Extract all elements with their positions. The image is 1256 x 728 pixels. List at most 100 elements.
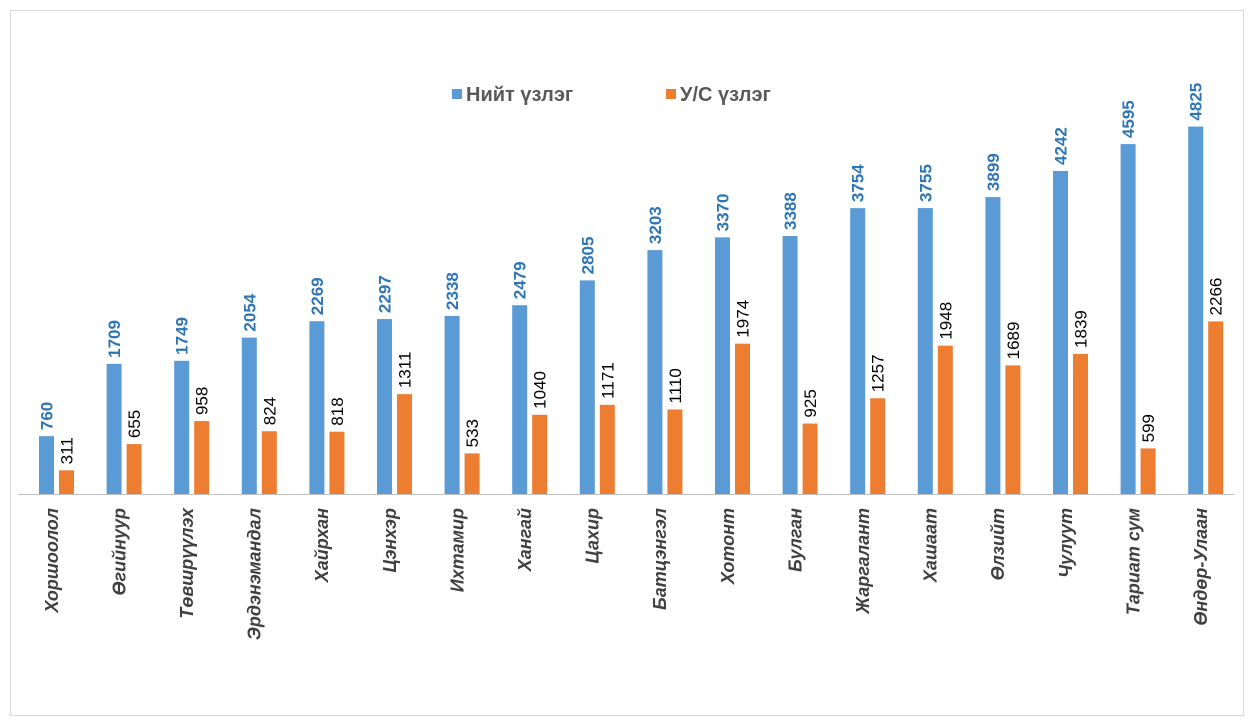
data-label-rs: 1689: [1004, 322, 1023, 360]
bar-rs: [1208, 321, 1224, 494]
data-label-rs: 533: [463, 419, 482, 447]
data-label-total: 2479: [511, 261, 530, 299]
data-label-total: 760: [38, 402, 57, 430]
data-label-total: 3754: [849, 164, 868, 202]
bar-rs: [194, 421, 210, 494]
data-label-total: 3388: [781, 192, 800, 230]
data-label-total: 4595: [1119, 100, 1138, 138]
bar-rs: [59, 470, 74, 494]
legend-total-swatch: [452, 89, 462, 99]
category-label: Хоршоолол: [42, 508, 62, 613]
category-label: Цахир: [583, 508, 603, 564]
bar-rs: [397, 394, 412, 494]
bar-rs: [329, 431, 345, 494]
bar-total: [309, 321, 325, 494]
data-label-rs: 1839: [1072, 310, 1091, 348]
category-label: Эрдэнэмандал: [245, 508, 265, 640]
bar-rs: [599, 404, 615, 494]
data-label-total: 3370: [714, 194, 733, 232]
category-label: Жаргалант: [853, 508, 873, 615]
data-label-rs: 2266: [1207, 278, 1226, 316]
legend: Нийт үзлэг У/С үзлэг: [452, 84, 771, 106]
data-label-rs: 925: [801, 389, 820, 417]
bar-rs: [532, 414, 548, 494]
bar-rs: [870, 398, 886, 494]
category-label: Булган: [785, 508, 805, 572]
bar-rs: [261, 431, 277, 494]
data-label-rs: 599: [1139, 414, 1158, 442]
bar-total: [985, 197, 1001, 494]
data-label-total: 3755: [916, 164, 935, 202]
bar-total: [377, 319, 392, 494]
bar-rs: [464, 453, 480, 494]
category-label: Хангай: [515, 508, 535, 572]
category-label: Хашаат: [921, 508, 941, 583]
data-label-total: 2054: [240, 293, 259, 331]
bar-rs: [802, 423, 818, 494]
bar-total: [174, 360, 190, 494]
bar-rs: [735, 343, 750, 494]
data-label-rs: 824: [260, 397, 279, 425]
category-label: Хотонт: [718, 508, 738, 585]
bar-rs: [1005, 365, 1021, 494]
category-label: Чулуут: [1056, 508, 1076, 578]
bar-rs: [937, 345, 953, 494]
data-label-rs: 1257: [869, 354, 888, 392]
bar-rs: [667, 409, 683, 494]
category-label: Хайрхан: [312, 508, 332, 583]
data-label-total: 4242: [1052, 127, 1071, 165]
data-label-rs: 655: [125, 410, 144, 438]
bar-total: [39, 436, 54, 494]
legend-total-label: Нийт үзлэг: [466, 84, 573, 106]
legend-rs-label: У/С үзлэг: [680, 84, 771, 106]
category-label: Өндөр-Улаан: [1191, 508, 1211, 626]
data-label-rs: 1948: [936, 302, 955, 340]
data-label-total: 3203: [646, 206, 665, 244]
data-label-rs: 1171: [598, 362, 617, 399]
legend-rs-swatch: [666, 89, 676, 99]
category-label: Өлзийт: [988, 508, 1008, 580]
category-label: Цэнхэр: [380, 508, 400, 573]
bar-total: [917, 208, 933, 495]
data-label-rs: 1974: [734, 300, 753, 338]
data-label-total: 2338: [443, 272, 462, 310]
data-label-rs: 1040: [531, 371, 550, 409]
category-label: Батцэнгэл: [650, 508, 670, 610]
data-label-rs: 1110: [666, 368, 685, 403]
data-label-rs: 818: [328, 397, 347, 425]
bar-total: [241, 337, 257, 494]
bar-rs: [1140, 448, 1156, 494]
data-label-total: 2297: [376, 275, 395, 313]
bar-total: [1120, 144, 1136, 495]
bar-total: [715, 237, 730, 494]
bar-total: [782, 235, 798, 494]
bar-total: [512, 305, 528, 494]
data-label-rs: 1311: [396, 352, 415, 389]
category-label: Төвшрүүлэх: [177, 507, 197, 619]
bar-total: [444, 315, 460, 494]
data-label-total: 2805: [578, 237, 597, 275]
data-label-rs: 958: [193, 387, 212, 415]
chart-frame: [10, 10, 1244, 716]
category-label: Өгийнуур: [109, 508, 129, 596]
data-label-total: 1749: [173, 317, 192, 355]
bar-rs: [126, 444, 142, 494]
bars: [39, 126, 1224, 495]
bar-rs: [1073, 353, 1088, 494]
bar-total: [106, 363, 122, 494]
category-label: Ихтамир: [447, 508, 467, 592]
data-label-total: 2269: [308, 277, 327, 315]
data-label-total: 4825: [1187, 83, 1206, 121]
bar-total: [579, 280, 595, 494]
category-labels: Хоршоолол Өгийнуур Төвшрүүлэх Эрдэнэмандал Х…: [42, 507, 1211, 640]
bar-total: [1053, 170, 1068, 494]
bar-total: [1188, 126, 1204, 495]
bar-total: [647, 250, 663, 494]
bar-total: [850, 208, 866, 494]
category-label: Тариат сум: [1123, 508, 1143, 615]
data-label-rs: 311: [58, 437, 77, 464]
data-label-total: 1709: [105, 320, 124, 358]
data-label-total: 3899: [984, 153, 1003, 191]
